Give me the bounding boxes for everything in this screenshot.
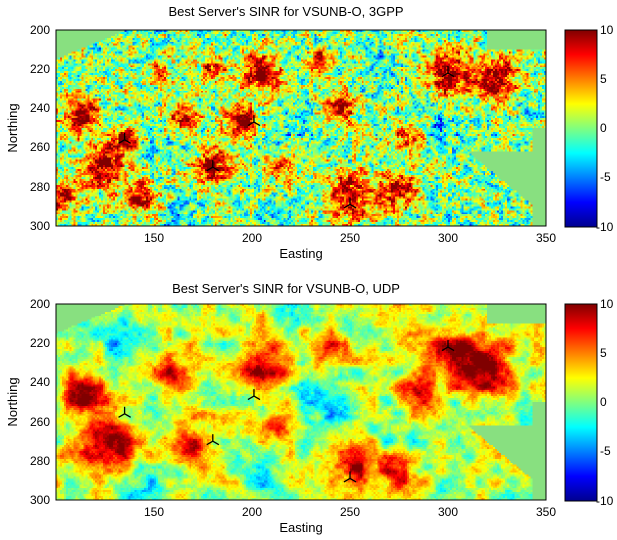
x-tick-label: 350 [536, 505, 556, 519]
chart-udp: Best Server's SINR for VSUNB-O, UDP 200 … [5, 281, 614, 535]
y-axis: 200 220 240 260 280 300 Northing [5, 297, 50, 507]
y-tick-label: 220 [30, 336, 50, 350]
sinr-heatmap [56, 30, 546, 226]
base-site-marker [343, 197, 357, 209]
sinr-heatmap [56, 304, 546, 500]
y-tick-label: 240 [30, 375, 50, 389]
y-tick-label: 280 [30, 454, 50, 468]
x-tick-label: 200 [242, 231, 262, 245]
y-tick-label: 300 [30, 493, 50, 507]
base-site-markers [118, 340, 455, 483]
y-tick-label: 220 [30, 62, 50, 76]
x-tick-label: 300 [438, 231, 458, 245]
y-axis: 200 220 240 260 280 300 Northing [5, 23, 50, 233]
base-site-marker [247, 115, 261, 127]
base-site-marker [118, 132, 131, 144]
y-tick-label: 260 [30, 140, 50, 154]
colorbar-tick-label: -10 [596, 220, 614, 234]
heatmap-plot [55, 29, 547, 227]
y-tick-label: 200 [30, 23, 50, 37]
y-tick-label: 200 [30, 297, 50, 311]
y-tick-label: 300 [30, 219, 50, 233]
x-axis: 150 200 250 300 350 Easting [144, 231, 556, 261]
chart-3gpp: Best Server's SINR for VSUNB-O, 3GPP 200… [5, 4, 614, 261]
colorbar-tick-label: -10 [596, 494, 614, 508]
base-site-marker [441, 340, 455, 352]
y-axis-label: Northing [5, 103, 20, 152]
base-site-marker [441, 66, 455, 78]
heatmap-plot [55, 303, 547, 501]
plot-frame [55, 29, 547, 227]
colorbar-gradient [564, 303, 598, 502]
colorbar: 10 5 0 -5 -10 [564, 297, 614, 508]
y-tick-label: 240 [30, 101, 50, 115]
base-site-marker [118, 406, 131, 418]
plot-frame [55, 303, 547, 501]
colorbar: 10 5 0 -5 -10 [564, 23, 614, 234]
x-tick-label: 150 [144, 231, 164, 245]
x-tick-label: 300 [438, 505, 458, 519]
colorbar-tick-label: -5 [600, 444, 611, 458]
base-site-marker [206, 434, 220, 446]
x-tick-label: 250 [340, 231, 360, 245]
chart-title: Best Server's SINR for VSUNB-O, UDP [172, 281, 400, 296]
base-site-marker [343, 471, 357, 483]
base-site-marker [247, 389, 261, 401]
x-axis: 150 200 250 300 350 Easting [144, 505, 556, 535]
colorbar-tick-label: 10 [600, 297, 614, 311]
y-axis-label: Northing [5, 377, 20, 426]
colorbar-gradient [564, 29, 598, 228]
x-tick-label: 350 [536, 231, 556, 245]
y-tick-label: 260 [30, 415, 50, 429]
base-site-marker [206, 160, 220, 172]
x-tick-label: 250 [340, 505, 360, 519]
colorbar-tick-label: 5 [600, 346, 607, 360]
x-tick-label: 200 [242, 505, 262, 519]
colorbar-tick-label: 10 [600, 23, 614, 37]
colorbar-tick-label: -5 [600, 170, 611, 184]
base-site-markers [118, 66, 455, 209]
chart-title: Best Server's SINR for VSUNB-O, 3GPP [168, 4, 403, 19]
x-tick-label: 150 [144, 505, 164, 519]
x-axis-label: Easting [279, 520, 322, 535]
x-axis-label: Easting [279, 246, 322, 261]
colorbar-tick-label: 5 [600, 72, 607, 86]
y-tick-label: 280 [30, 180, 50, 194]
colorbar-tick-label: 0 [600, 395, 607, 409]
colorbar-tick-label: 0 [600, 121, 607, 135]
